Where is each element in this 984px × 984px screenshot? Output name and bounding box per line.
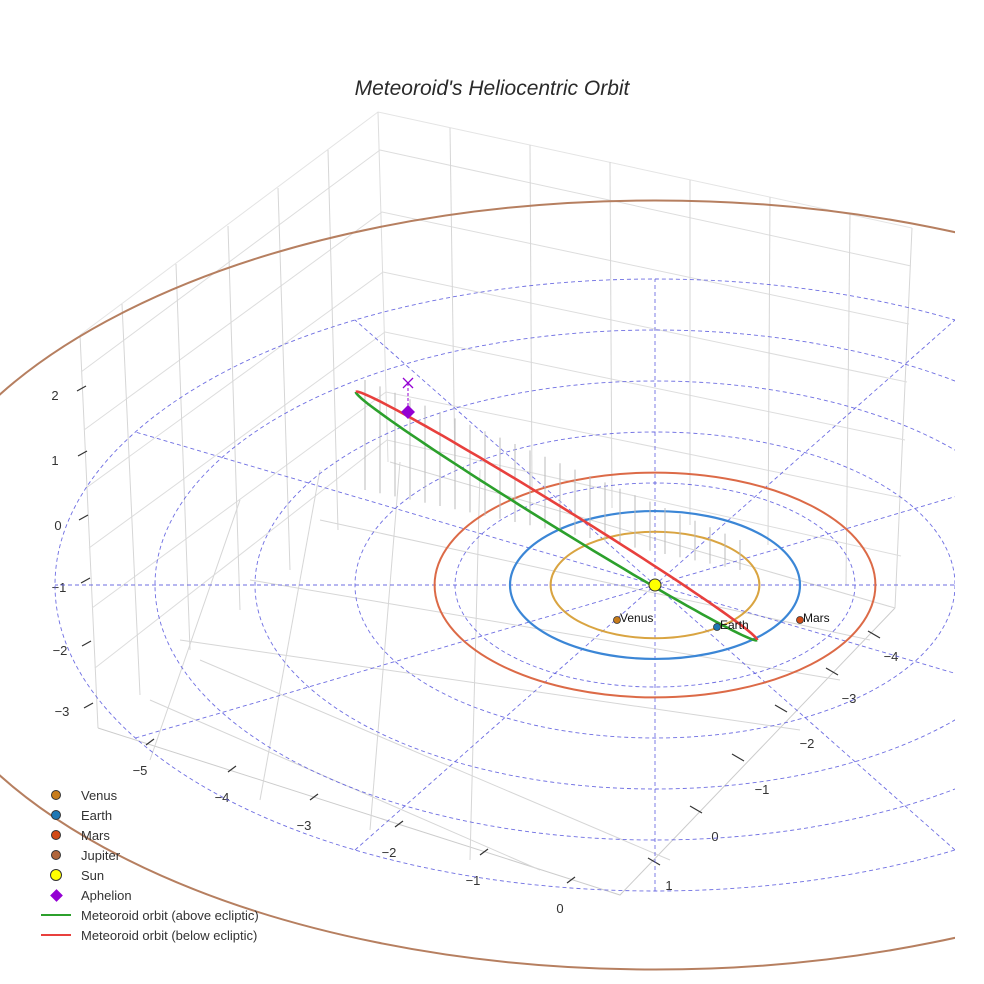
z-tick-label: −1 <box>52 580 67 595</box>
legend-diamond-icon <box>49 888 63 902</box>
chart-title: Meteoroid's Heliocentric Orbit <box>355 77 631 100</box>
legend-item-meteoroid-orbit-above-ecliptic[interactable]: Meteoroid orbit (above ecliptic) <box>38 905 368 925</box>
venus-label: Venus <box>620 611 653 625</box>
z-tick-label: 2 <box>51 388 58 403</box>
legend-symbol <box>38 885 74 905</box>
legend-item-aphelion[interactable]: Aphelion <box>38 885 368 905</box>
earth-orbit <box>508 509 802 661</box>
legend-label: Earth <box>81 807 113 823</box>
height-stems <box>364 380 741 570</box>
tick-labels: 2 1 0 −1 −2 −3 −5 −4 −3 −2 −1 0 1 0 −1 −2 −3 −4 <box>51 388 898 916</box>
x-tick-label: −2 <box>382 845 397 860</box>
legend-label: Venus <box>81 787 118 803</box>
z-tick-label: −2 <box>53 643 68 658</box>
scene-box <box>79 111 913 896</box>
legend-symbol <box>38 905 74 925</box>
mars-orbit <box>433 471 877 699</box>
z-tick-label: 0 <box>54 518 61 533</box>
x-tick-label: −1 <box>466 873 481 888</box>
x-tick-label: 0 <box>556 901 563 916</box>
legend-item-sun[interactable]: Sun <box>38 865 368 885</box>
y-tick-label: −4 <box>884 649 899 664</box>
earth-label: Earth <box>720 618 749 632</box>
legend: Venus Earth Mars Jupiter Sun Aphelion Meteoroi… <box>38 785 368 945</box>
legend-item-earth[interactable]: Earth <box>38 805 368 825</box>
meteoroid-orbit-below <box>355 390 759 641</box>
jupiter-orbit <box>0 199 955 971</box>
legend-symbol <box>38 805 74 825</box>
legend-label: Meteoroid orbit (below ecliptic) <box>81 927 258 943</box>
z-tick-label: −3 <box>55 704 70 719</box>
sun-marker <box>648 578 662 592</box>
venus-marker <box>613 616 621 624</box>
legend-label: Meteoroid orbit (above ecliptic) <box>81 907 259 923</box>
legend-item-venus[interactable]: Venus <box>38 785 368 805</box>
venus-orbit <box>549 530 761 640</box>
tick-marks <box>76 385 881 884</box>
legend-symbol <box>38 825 74 845</box>
z-tick-label: 1 <box>51 453 58 468</box>
x-tick-label: −5 <box>133 763 148 778</box>
legend-item-mars[interactable]: Mars <box>38 825 368 845</box>
y-tick-label: −1 <box>755 782 770 797</box>
legend-symbol <box>38 845 74 865</box>
earth-marker <box>713 623 721 631</box>
legend-symbol <box>38 925 74 945</box>
legend-symbol <box>38 865 74 885</box>
mars-label: Mars <box>803 611 830 625</box>
y-tick-label: 1 <box>665 878 672 893</box>
aphelion-x-marker <box>402 377 414 389</box>
legend-line-icon <box>41 914 71 916</box>
legend-line-icon <box>41 934 71 936</box>
legend-dot-icon <box>51 850 61 860</box>
legend-symbol <box>38 785 74 805</box>
legend-label: Aphelion <box>81 887 132 903</box>
legend-item-meteoroid-orbit-below-ecliptic[interactable]: Meteoroid orbit (below ecliptic) <box>38 925 368 945</box>
legend-label: Sun <box>81 867 105 883</box>
y-tick-label: −3 <box>842 691 857 706</box>
legend-label: Jupiter <box>81 847 121 863</box>
mars-marker <box>796 616 804 624</box>
y-tick-label: 0 <box>711 829 718 844</box>
aphelion-marker <box>401 405 415 419</box>
legend-label: Mars <box>81 827 110 843</box>
meteoroid-orbit-above <box>354 391 758 642</box>
legend-sun-icon <box>50 869 62 881</box>
legend-dot-icon <box>51 790 61 800</box>
legend-dot-icon <box>51 830 61 840</box>
x-tick-label: −3 <box>297 818 312 833</box>
x-tick-label: −4 <box>215 790 230 805</box>
legend-dot-icon <box>51 810 61 820</box>
legend-item-jupiter[interactable]: Jupiter <box>38 845 368 865</box>
y-tick-label: −2 <box>800 736 815 751</box>
